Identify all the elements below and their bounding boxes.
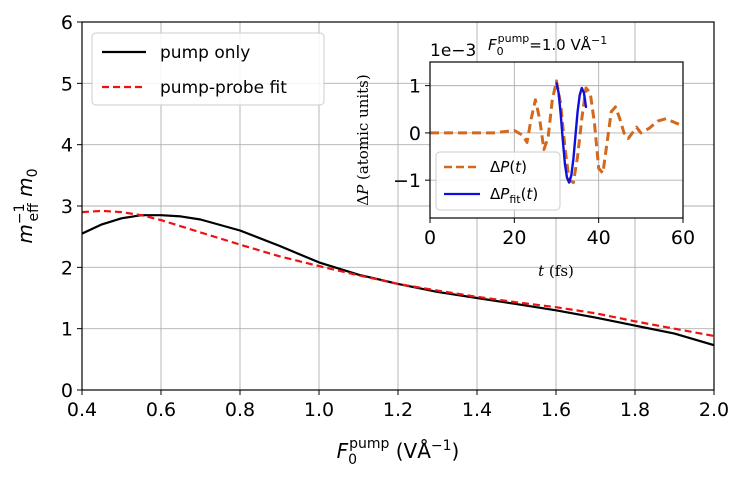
main-x-ticks: 0.4 0.6 0.8 1.0 1.2 1.4 1.6 1.8 2.0 bbox=[67, 390, 729, 421]
inset-x-tick-label: 60 bbox=[671, 227, 695, 249]
main-y-axis-label: m−1eff m0 bbox=[12, 168, 42, 243]
inset-y-tick-label: 1 bbox=[409, 76, 421, 98]
inset-x-tick-label: 0 bbox=[424, 227, 436, 249]
main-series-pump-probe-fit bbox=[82, 209, 714, 338]
main-x-tick-label: 1.8 bbox=[620, 399, 650, 421]
main-series-pump-only bbox=[82, 214, 714, 347]
main-y-tick-label: 4 bbox=[61, 135, 73, 157]
inset-offset-text: 1e−3 bbox=[430, 41, 476, 61]
main-x-tick-label: 0.8 bbox=[225, 399, 255, 421]
inset-y-tick-label: 0 bbox=[409, 123, 421, 145]
main-x-tick-label: 1.2 bbox=[383, 399, 413, 421]
legend-label-delta-p-fit: ΔPfit(t) bbox=[490, 185, 538, 206]
main-y-tick-label: 0 bbox=[61, 380, 73, 402]
inset-plot-frame bbox=[429, 61, 684, 219]
main-y-tick-label: 3 bbox=[61, 196, 73, 218]
legend-label-delta-p: ΔP(t) bbox=[490, 158, 527, 176]
inset-series-layer bbox=[430, 79, 683, 184]
inset-y-tick-label: −1 bbox=[393, 170, 421, 192]
inset-y-ticks: −1 0 1 bbox=[393, 76, 430, 192]
main-y-ticks: 0 1 2 3 4 5 6 bbox=[61, 12, 82, 402]
inset-x-axis-label: t (fs) bbox=[538, 262, 574, 280]
inset-title: F0pump=1.0 VÅ−1 bbox=[488, 32, 607, 58]
main-x-tick-label: 1.4 bbox=[462, 399, 492, 421]
inset-y-axis-label: ΔP (atomic units) bbox=[354, 74, 372, 205]
main-x-tick-label: 2.0 bbox=[699, 399, 729, 421]
inset-legend-box bbox=[435, 151, 561, 211]
inset-x-ticks: 0 20 40 60 bbox=[424, 218, 695, 249]
main-x-axis-label: F0pump (VÅ−1) bbox=[337, 436, 460, 468]
main-y-tick-label: 5 bbox=[61, 73, 73, 95]
main-y-tick-label: 2 bbox=[61, 257, 73, 279]
legend-label-pump-probe-fit: pump-probe fit bbox=[160, 78, 287, 98]
main-series-layer bbox=[82, 209, 714, 347]
main-x-tick-label: 0.4 bbox=[67, 399, 97, 421]
main-y-tick-label: 1 bbox=[61, 319, 73, 341]
inset-series-pfit-t bbox=[555, 82, 588, 184]
legend-label-pump-only: pump only bbox=[160, 43, 250, 63]
main-x-tick-label: 1.6 bbox=[541, 399, 571, 421]
inset-x-tick-label: 20 bbox=[502, 227, 526, 249]
inset-x-tick-label: 40 bbox=[587, 227, 611, 249]
main-x-tick-label: 0.6 bbox=[146, 399, 176, 421]
main-y-tick-label: 6 bbox=[61, 12, 73, 34]
main-legend: pump only pump-probe fit bbox=[91, 32, 325, 106]
inset-legend: ΔP(t) ΔPfit(t) bbox=[435, 151, 561, 211]
main-x-tick-label: 1.0 bbox=[304, 399, 334, 421]
main-legend-box bbox=[91, 32, 325, 106]
inset-series-p-t bbox=[430, 79, 683, 184]
